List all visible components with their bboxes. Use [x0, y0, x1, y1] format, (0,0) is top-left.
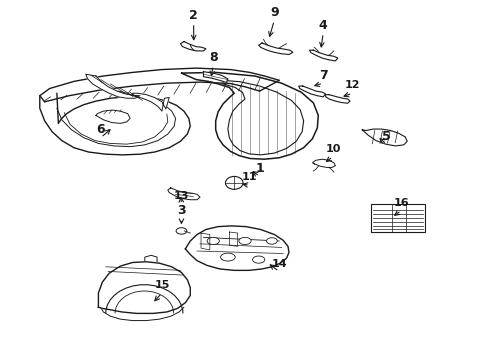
Bar [371, 204, 425, 232]
Text: 1: 1 [255, 162, 264, 175]
Polygon shape [168, 188, 200, 200]
Ellipse shape [252, 256, 265, 263]
Text: 7: 7 [319, 69, 327, 82]
Polygon shape [313, 159, 335, 167]
Polygon shape [326, 95, 350, 103]
Text: 16: 16 [393, 198, 409, 208]
Polygon shape [86, 74, 140, 98]
Ellipse shape [176, 228, 187, 234]
Ellipse shape [207, 237, 220, 244]
Text: 10: 10 [325, 144, 341, 154]
Ellipse shape [220, 253, 235, 261]
Text: 15: 15 [154, 280, 170, 290]
Text: 2: 2 [189, 9, 198, 22]
Ellipse shape [239, 237, 251, 244]
Polygon shape [180, 41, 206, 51]
Polygon shape [310, 50, 338, 61]
Polygon shape [98, 262, 190, 314]
Text: 4: 4 [319, 19, 327, 32]
Polygon shape [362, 129, 407, 146]
Text: 6: 6 [97, 123, 105, 136]
Polygon shape [133, 93, 169, 111]
Ellipse shape [267, 238, 277, 244]
Text: 9: 9 [270, 6, 279, 19]
Polygon shape [185, 226, 289, 270]
Text: 11: 11 [242, 172, 258, 183]
Polygon shape [259, 43, 293, 54]
Text: 12: 12 [345, 80, 360, 90]
Text: 13: 13 [174, 192, 189, 202]
Text: 14: 14 [271, 258, 287, 269]
Text: 3: 3 [177, 204, 186, 217]
Text: 8: 8 [209, 51, 218, 64]
Polygon shape [203, 72, 228, 82]
Text: 5: 5 [382, 130, 391, 143]
Polygon shape [96, 110, 130, 123]
Polygon shape [299, 86, 326, 97]
